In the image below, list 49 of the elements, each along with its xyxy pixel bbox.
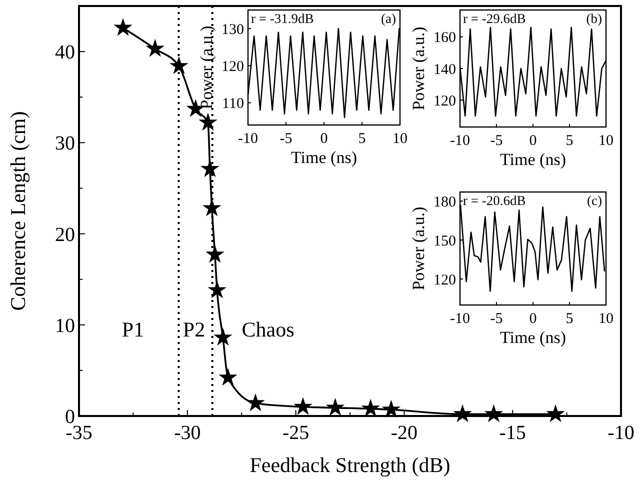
- y-tick-label: 140: [434, 62, 456, 78]
- x-tick-label: -15: [499, 422, 526, 444]
- annotation: P1: [122, 317, 144, 342]
- x-axis-title: Time (ns): [291, 148, 357, 167]
- y-axis-title: Power (a.u.): [409, 26, 428, 110]
- x-tick-label: -10: [238, 131, 258, 147]
- x-axis-title: Feedback Strength (dB): [250, 453, 450, 477]
- annotation: r = -20.6dB: [463, 193, 526, 208]
- annotation: (c): [587, 193, 602, 208]
- x-tick-label: 10: [392, 131, 408, 147]
- x-tick-label: -5: [490, 133, 503, 149]
- x-tick-label: 10: [598, 311, 614, 327]
- x-axis-title: Time (ns): [500, 150, 566, 169]
- annotation: (a): [381, 11, 396, 26]
- x-axis-title: Time (ns): [500, 328, 566, 347]
- x-tick-label: -30: [174, 422, 201, 444]
- x-tick-label: 0: [529, 311, 537, 327]
- y-tick-label: 40: [55, 42, 75, 64]
- x-tick-label: -20: [390, 422, 418, 444]
- y-tick-label: 150: [434, 233, 456, 250]
- annotation: P2: [182, 317, 206, 342]
- x-tick-label: -10: [450, 311, 470, 327]
- y-tick-label: 120: [434, 93, 456, 110]
- y-axis-title: Coherence Length (cm): [6, 111, 30, 311]
- annotation: r = -31.9dB: [251, 11, 314, 26]
- y-tick-label: 30: [55, 132, 75, 155]
- y-tick-label: 20: [55, 224, 75, 246]
- x-tick-label: 5: [358, 131, 366, 147]
- x-tick-label: -5: [490, 311, 503, 327]
- x-tick-label: 5: [566, 311, 574, 327]
- y-tick-label: 120: [434, 272, 456, 288]
- y-tick-label: 180: [434, 194, 456, 210]
- annotation: Chaos: [242, 317, 294, 342]
- x-tick-label: 0: [320, 131, 328, 147]
- y-tick-label: 120: [222, 58, 244, 75]
- x-tick-label: 5: [566, 133, 574, 149]
- x-tick-label: -5: [280, 131, 292, 147]
- y-axis-title: Power (a.u.): [197, 26, 216, 110]
- annotation: r = -29.6dB: [463, 11, 526, 26]
- x-tick-label: 0: [529, 133, 537, 149]
- x-tick-label: -25: [282, 422, 310, 444]
- x-tick-label: -10: [450, 133, 470, 149]
- y-axis-title: Power (a.u.): [409, 206, 428, 290]
- y-tick-label: 160: [434, 30, 456, 46]
- x-tick-label: 10: [598, 133, 614, 149]
- y-tick-label: 110: [222, 96, 244, 112]
- y-tick-label: 130: [222, 22, 244, 38]
- x-tick-label: -10: [608, 422, 634, 444]
- annotation: (b): [586, 11, 602, 26]
